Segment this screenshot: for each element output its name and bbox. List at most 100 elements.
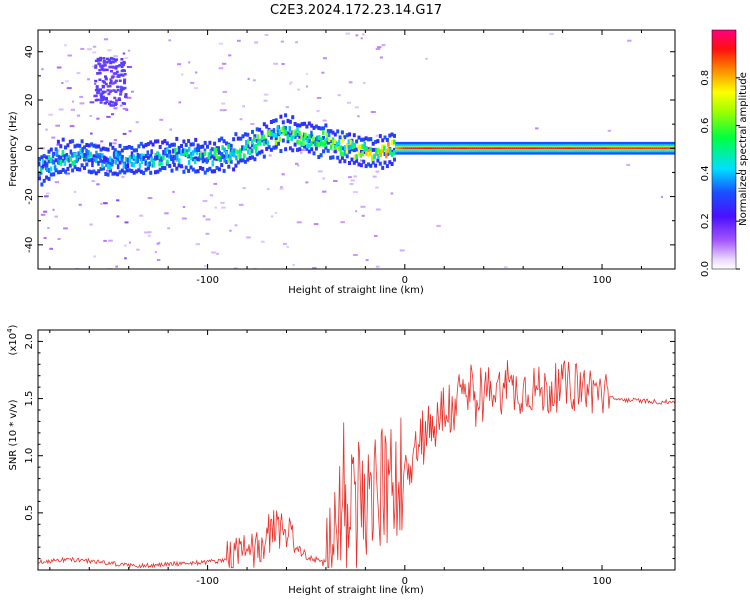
spectrogram-halo-cell — [194, 156, 198, 161]
spectrogram-noise-cell — [365, 259, 369, 262]
spectrogram-halo-cell — [553, 150, 557, 155]
spectrogram-noise-cell — [263, 93, 269, 96]
spectrogram-noise-cell — [123, 81, 126, 85]
spectrogram-noise-cell — [97, 88, 101, 92]
spectrogram-halo-cell — [61, 158, 65, 163]
spectrogram-noise-cell — [111, 82, 115, 85]
spectrogram-noise-cell — [239, 118, 243, 121]
spectrogram-noise-cell — [72, 100, 75, 103]
spectrogram-halo-cell — [468, 141, 472, 146]
spectrogram-halo-cell — [437, 141, 441, 146]
spectrogram-noise-cell — [111, 60, 115, 64]
spectrogram-halo-cell — [452, 141, 456, 146]
spectrogram-halo-cell — [641, 141, 645, 146]
spectrogram-halo-cell — [542, 141, 546, 146]
spectrogram-halo-cell — [556, 141, 560, 146]
spectrogram-noise-cell — [119, 104, 123, 107]
spectrogram-ridge-cell — [363, 142, 366, 147]
spectrogram-noise-cell — [105, 97, 108, 101]
spectrogram-noise-cell — [117, 97, 121, 100]
spectrogram-noise-cell — [353, 175, 357, 178]
spectrogram-noise-cell — [100, 202, 103, 205]
spectrogram-noise-cell — [147, 234, 151, 237]
spectrogram-halo-cell — [248, 156, 252, 160]
spectrogram-halo-cell — [322, 136, 325, 140]
spectrogram-ridge-cell — [243, 153, 246, 159]
spectrogram-ridge-cell — [43, 160, 47, 166]
spectrogram-noise-cell — [91, 180, 96, 183]
spectrogram-halo-cell — [620, 141, 624, 146]
spectrogram-ridge-cell — [183, 150, 187, 156]
spectrogram-ridge-cell — [649, 147, 652, 150]
spectrogram-noise-cell — [113, 107, 118, 110]
spectrogram-ridge-cell — [51, 159, 55, 165]
spectrogram-ridge-cell — [586, 147, 589, 150]
spectrogram-noise-cell — [96, 57, 100, 61]
spectrogram-halo-cell — [144, 143, 148, 147]
spectrogram-halo-cell — [374, 139, 378, 144]
spectrogram-halo-cell — [64, 145, 67, 150]
spectrogram-noise-cell — [114, 79, 118, 83]
spectrogram-ridge-cell — [302, 141, 305, 146]
spectrogram-noise-cell — [112, 58, 115, 61]
spectrogram-halo-cell — [180, 164, 183, 169]
spectrogram-noise-cell — [279, 187, 284, 190]
spectrogram-ridge-cell — [343, 145, 347, 151]
spectrogram-halo-cell — [194, 137, 198, 142]
spectrogram-halo-cell — [643, 141, 647, 146]
spectrogram-noise-cell — [51, 136, 56, 139]
spectrogram-ridge-cell — [298, 139, 301, 145]
spectrogram-noise-cell — [94, 79, 98, 83]
spectrogram-halo-cell — [291, 115, 295, 120]
spectrogram-ridge-cell — [189, 155, 193, 161]
spectrogram-ridge-cell — [237, 153, 240, 159]
spectrogram-noise-cell — [106, 89, 110, 92]
spectrogram-noise-cell — [122, 63, 126, 66]
spectrogram-halo-cell — [83, 166, 86, 170]
spectrogram-noise-cell — [98, 69, 102, 72]
spectrogram-halo-cell — [222, 168, 226, 173]
spectrogram-ridge-cell — [243, 145, 246, 151]
spectrogram-halo-cell — [142, 171, 146, 175]
spectrogram-ridge-cell — [667, 147, 670, 150]
spectrogram-halo-cell — [473, 141, 477, 146]
spectrogram-halo-cell — [416, 150, 420, 155]
spectrogram-noise-cell — [313, 223, 319, 226]
spectrogram-halo-cell — [78, 143, 82, 148]
spectrogram-halo-cell — [73, 165, 77, 170]
spectrogram-halo-cell — [101, 166, 105, 171]
spectrogram-noise-cell — [96, 98, 100, 102]
spectrogram-noise-cell — [116, 75, 120, 78]
spectrogram-noise-cell — [300, 149, 306, 152]
spectrogram-halo-cell — [624, 150, 628, 155]
spectrogram-noise-cell — [136, 248, 140, 251]
spectrogram-halo-cell — [56, 139, 60, 144]
spectrogram-ridge-cell — [341, 151, 345, 157]
spectrogram-noise-cell — [89, 223, 93, 226]
spectrogram-ridge-cell — [225, 151, 228, 156]
spectrogram-noise-cell — [107, 92, 111, 96]
spectrogram-halo-cell — [149, 140, 153, 145]
spectrogram-halo-cell — [99, 166, 103, 171]
spectrogram-halo-cell — [490, 141, 493, 146]
spectrogram-ridge-cell — [168, 149, 171, 155]
spectrogram-ridge-cell — [651, 147, 654, 150]
spectrogram-ridge-cell — [73, 152, 76, 158]
spectrogram-noise-cell — [220, 201, 225, 204]
spectrogram-noise-cell — [114, 102, 118, 105]
spectrogram-ridge-cell — [302, 137, 305, 143]
spectrogram-noise-cell — [131, 90, 134, 93]
spectrogram-halo-cell — [217, 167, 221, 172]
spectrogram-ridge-cell — [499, 147, 502, 150]
spectrogram-ridge-cell — [187, 146, 191, 152]
spectrogram-ridge-cell — [61, 150, 65, 155]
spectrogram-noise-cell — [105, 61, 109, 64]
spectrogram-halo-cell — [319, 153, 323, 158]
spectrogram-noise-cell — [376, 46, 382, 49]
spectrogram-ridge-cell — [625, 147, 628, 150]
spectrogram-ridge-cell — [400, 147, 403, 150]
spectrogram-ridge-cell — [45, 162, 49, 168]
spectrogram-halo-cell — [274, 118, 278, 123]
spectrogram-noise-cell — [126, 96, 132, 99]
spectrogram-ridge-cell — [237, 150, 240, 156]
